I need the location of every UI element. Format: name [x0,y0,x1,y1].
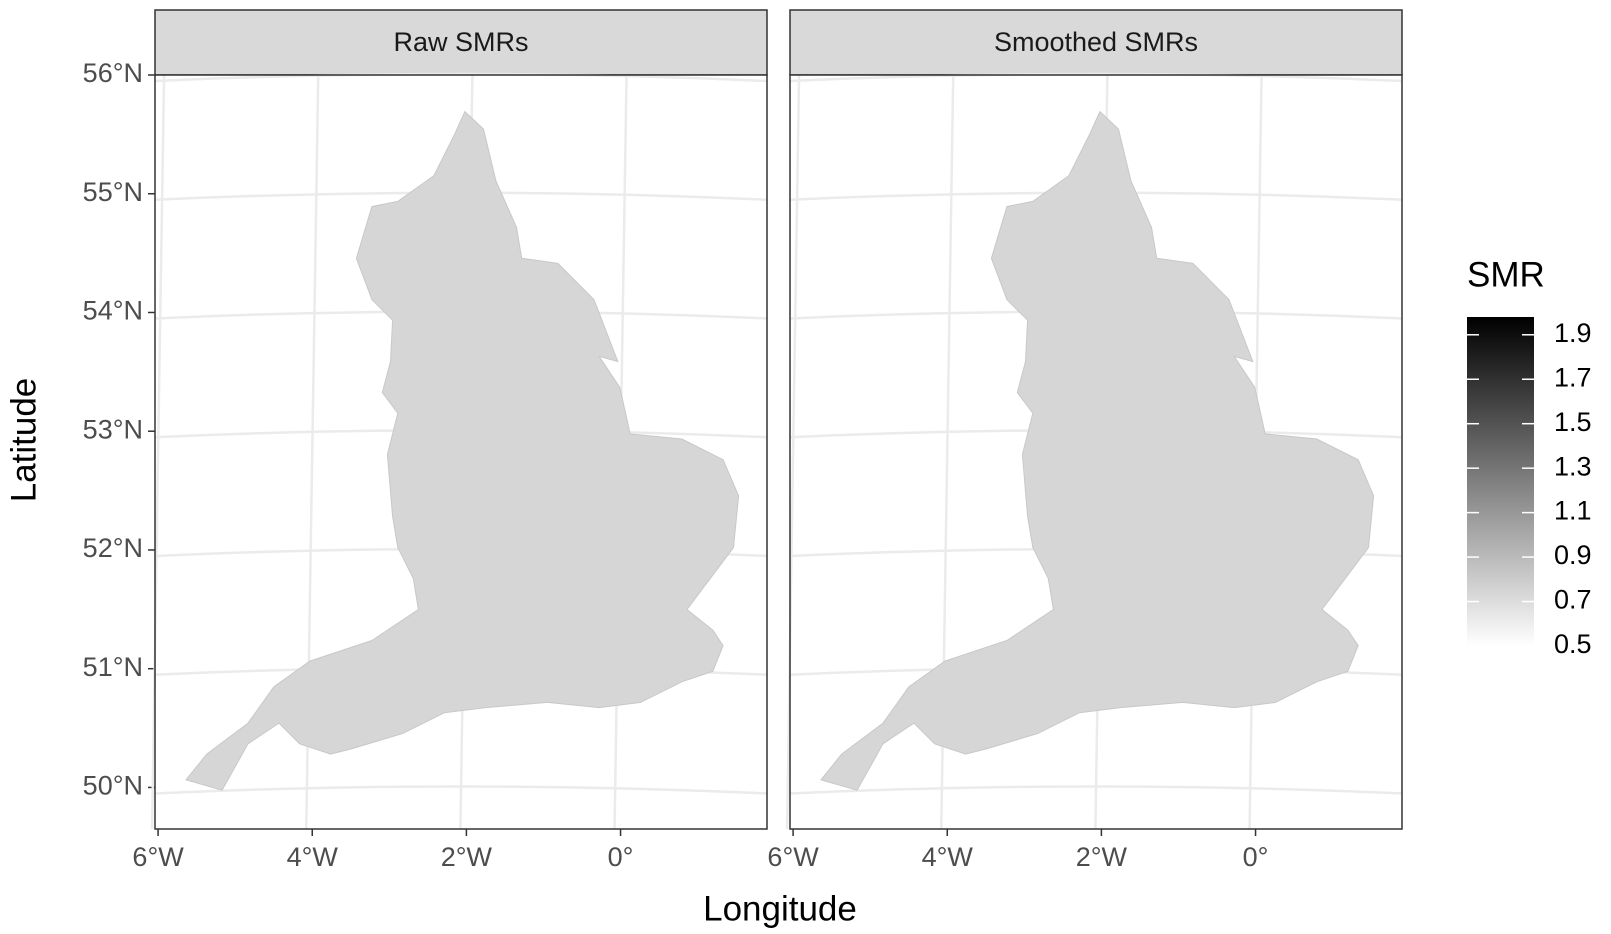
y-tick-label: 51°N [83,652,143,682]
x-axis-title: Longitude [703,889,857,928]
y-axis-title: Latitude [4,378,43,503]
legend-tick-label: 0.5 [1554,629,1592,659]
x-tick-label: 6°W [767,842,819,872]
panel-title: Raw SMRs [393,27,528,57]
england-outline [820,110,1375,791]
legend-tick-label: 1.9 [1554,318,1592,348]
legend-tick-label: 1.5 [1554,407,1592,437]
x-tick-label: 0° [608,842,634,872]
y-tick-label: 54°N [83,296,143,326]
panel-border [789,74,1403,830]
colorbar [1467,317,1534,646]
legend-tick-label: 1.7 [1554,362,1592,392]
y-tick-label: 56°N [83,58,143,88]
y-tick-label: 53°N [83,414,143,444]
panel-border [154,74,768,830]
x-tick-label: 0° [1243,842,1269,872]
x-tick-label: 4°W [922,842,974,872]
england-outline [185,110,740,791]
legend-tick-label: 0.7 [1554,585,1592,615]
grid-line [789,72,1403,83]
panel-title: Smoothed SMRs [994,27,1198,57]
grid-line [785,74,801,830]
y-tick-label: 55°N [83,177,143,207]
legend-tick-label: 1.1 [1554,496,1592,526]
strip [154,9,768,76]
x-tick-label: 6°W [132,842,184,872]
x-tick-label: 4°W [287,842,339,872]
grid-line [150,74,166,830]
legend-tick-label: 0.9 [1554,540,1592,570]
x-tick-label: 2°W [441,842,493,872]
x-tick-label: 2°W [1076,842,1128,872]
legend-tick-label: 1.3 [1554,451,1592,481]
y-tick-label: 52°N [83,533,143,563]
y-tick-label: 50°N [83,771,143,801]
grid-line [154,72,768,83]
legend-title: SMR [1467,255,1545,294]
